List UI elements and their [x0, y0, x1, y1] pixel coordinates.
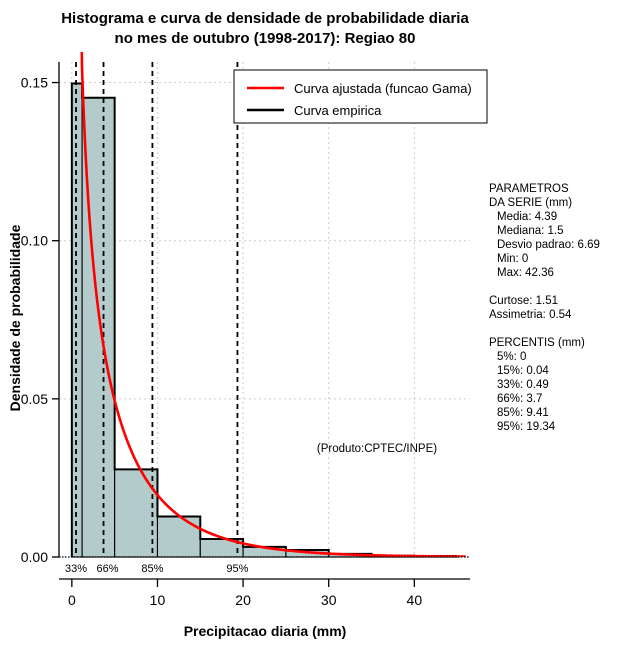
percentile-markers	[75, 62, 239, 557]
produto-annotation: (Produto:CPTEC/INPE)	[317, 443, 437, 455]
param-assimetria: Assimetria: 0.54	[489, 309, 572, 321]
param-curtose: Curtose: 1.51	[489, 295, 558, 307]
histogram-bar	[71, 82, 83, 558]
gamma-curve-path	[80, 52, 467, 557]
chart-title-line1: Histograma e curva de densidade de proba…	[61, 10, 469, 27]
params-header-line1: PARAMETROS	[489, 183, 569, 195]
chart-legend: Curva ajustada (funcao Gama) Curva empir…	[233, 69, 488, 124]
percentile-85: 85%: 9.41	[497, 407, 549, 419]
percentile-axis-label: 33%	[65, 563, 87, 575]
param-mediana: Mediana: 1.5	[497, 225, 564, 237]
x-tick-label: 20	[235, 592, 251, 608]
legend-label-gamma: Curva ajustada (funcao Gama)	[294, 81, 472, 96]
percentile-66: 66%: 3.7	[497, 393, 542, 405]
x-tick-label: 40	[407, 592, 423, 608]
percentile-95: 95%: 19.34	[497, 421, 556, 433]
x-tick-label: 0	[68, 592, 76, 608]
histogram-bar	[114, 468, 159, 558]
param-media: Media: 4.39	[497, 211, 557, 223]
chart-title-line2: no mes de outubro (1998-2017): Regiao 80	[115, 30, 416, 47]
params-header-line2: DA SERIE (mm)	[489, 197, 572, 209]
histogram-bar	[156, 515, 201, 558]
percentile-axis-label: 66%	[97, 563, 119, 575]
axes: 0.00 0.05 0.10 0.15 0 10 20 30 40	[21, 62, 470, 608]
percentile-axis-label: 85%	[141, 563, 163, 575]
percentile-axis-label: 95%	[226, 563, 248, 575]
percentile-labels: 33% 66% 85% 95%	[65, 563, 249, 575]
percentis-header: PERCENTIS (mm)	[489, 337, 585, 349]
y-tick-label: 0.15	[21, 75, 48, 91]
legend-box	[233, 69, 488, 124]
legend-label-empirical: Curva empirica	[294, 103, 382, 118]
percentile-5: 5%: 0	[497, 351, 526, 363]
percentile-15: 15%: 0.04	[497, 365, 549, 377]
y-tick-label: 0.05	[21, 391, 48, 407]
param-min: Min: 0	[497, 253, 528, 265]
x-tick-label: 30	[321, 592, 337, 608]
parameters-panel: PARAMETROS DA SERIE (mm) Media: 4.39 Med…	[489, 183, 600, 433]
y-axis-title: Densidade de probabilidade	[7, 224, 23, 411]
x-axis-title: Precipitacao diaria (mm)	[184, 623, 347, 639]
gamma-fitted-curve	[80, 52, 467, 557]
histogram-bars	[71, 82, 458, 558]
percentile-33: 33%: 0.49	[497, 379, 549, 391]
y-tick-label: 0.10	[21, 233, 48, 249]
x-tick-label: 10	[150, 592, 166, 608]
y-tick-label: 0.00	[21, 549, 48, 565]
param-max: Max: 42.36	[497, 267, 554, 279]
param-desvio-padrao: Desvio padrao: 6.69	[497, 239, 600, 251]
